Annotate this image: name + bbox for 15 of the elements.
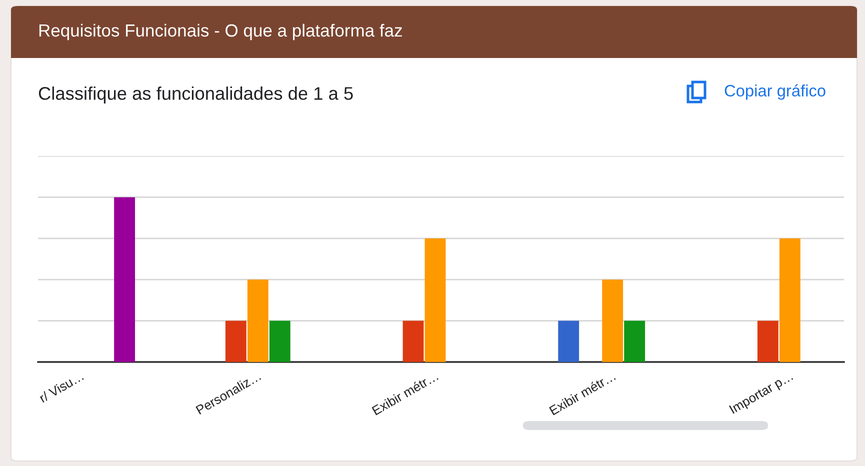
bar [247, 280, 268, 362]
chart-title: Requisitos Funcionais - O que a plataforma faz [39, 24, 402, 40]
chart-subtitle: Classifique as funcionalidades de 1 a 5 [38, 86, 353, 104]
bar [757, 320, 778, 362]
bar [114, 197, 136, 362]
text: Copiar gráfico [724, 84, 826, 100]
bar [558, 320, 580, 362]
bar [624, 320, 646, 362]
bar [402, 320, 424, 362]
x-tick-label: r/ Visu… [38, 371, 84, 403]
bar [779, 238, 800, 362]
bar [424, 238, 446, 362]
bar [269, 320, 290, 362]
bar [602, 280, 624, 362]
bar [225, 320, 246, 362]
